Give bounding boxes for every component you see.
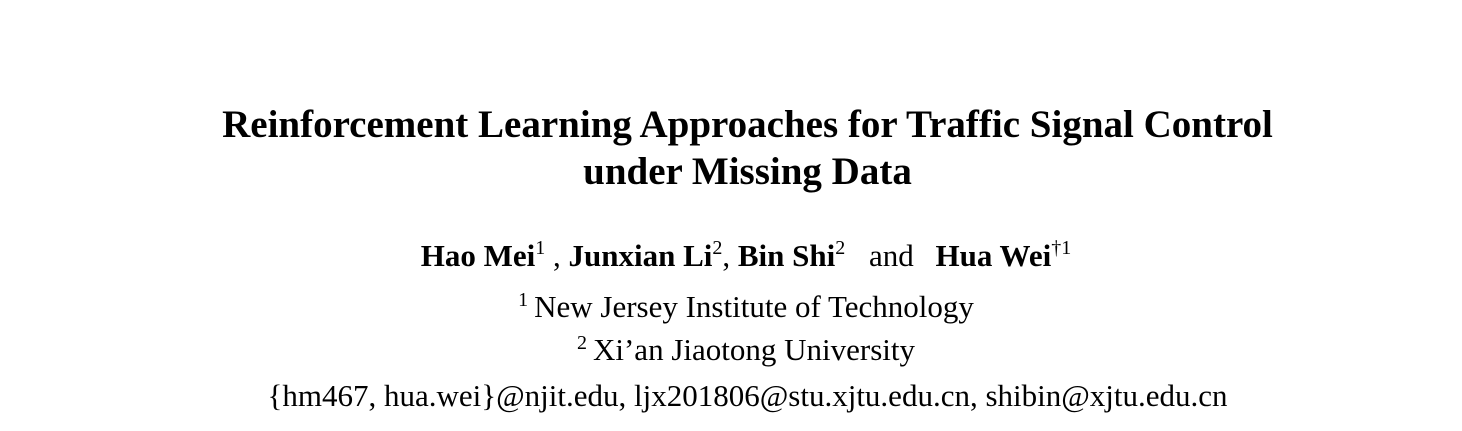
- author-separator: ,: [722, 238, 731, 273]
- author-emails: {hm467, hua.wei}@njit.edu, ljx201806@stu…: [267, 378, 1228, 413]
- author-name: Bin Shi: [737, 238, 836, 273]
- affiliation-mark: 1: [518, 289, 529, 311]
- affiliation-mark: 2: [576, 332, 587, 354]
- author-conjunction: and: [869, 238, 914, 273]
- author-affiliation-mark: 2: [712, 237, 723, 259]
- paper-title-line-1: Reinforcement Learning Approaches for Tr…: [222, 103, 1273, 146]
- author-name: Hua Wei: [935, 238, 1052, 273]
- author-separator: ,: [553, 238, 561, 273]
- author-affiliation-mark: 2: [835, 237, 846, 259]
- affiliation-line: 2 Xi’an Jiaotong University: [0, 330, 1462, 374]
- paper-title-line-2: under Missing Data: [583, 150, 912, 193]
- author-affiliation-mark: †1: [1051, 237, 1072, 259]
- affiliation-line: 1 New Jersey Institute of Technology: [0, 287, 1462, 331]
- author-affiliation-mark: 1: [535, 237, 546, 259]
- affiliation-name: Xi’an Jiaotong University: [592, 332, 915, 367]
- author-list: Hao Mei1 , Junxian Li2, Bin Shi2 and Hua…: [0, 236, 1462, 280]
- author-name: Junxian Li: [568, 238, 713, 273]
- author-name: Hao Mei: [420, 238, 536, 273]
- affiliation-name: New Jersey Institute of Technology: [534, 289, 974, 324]
